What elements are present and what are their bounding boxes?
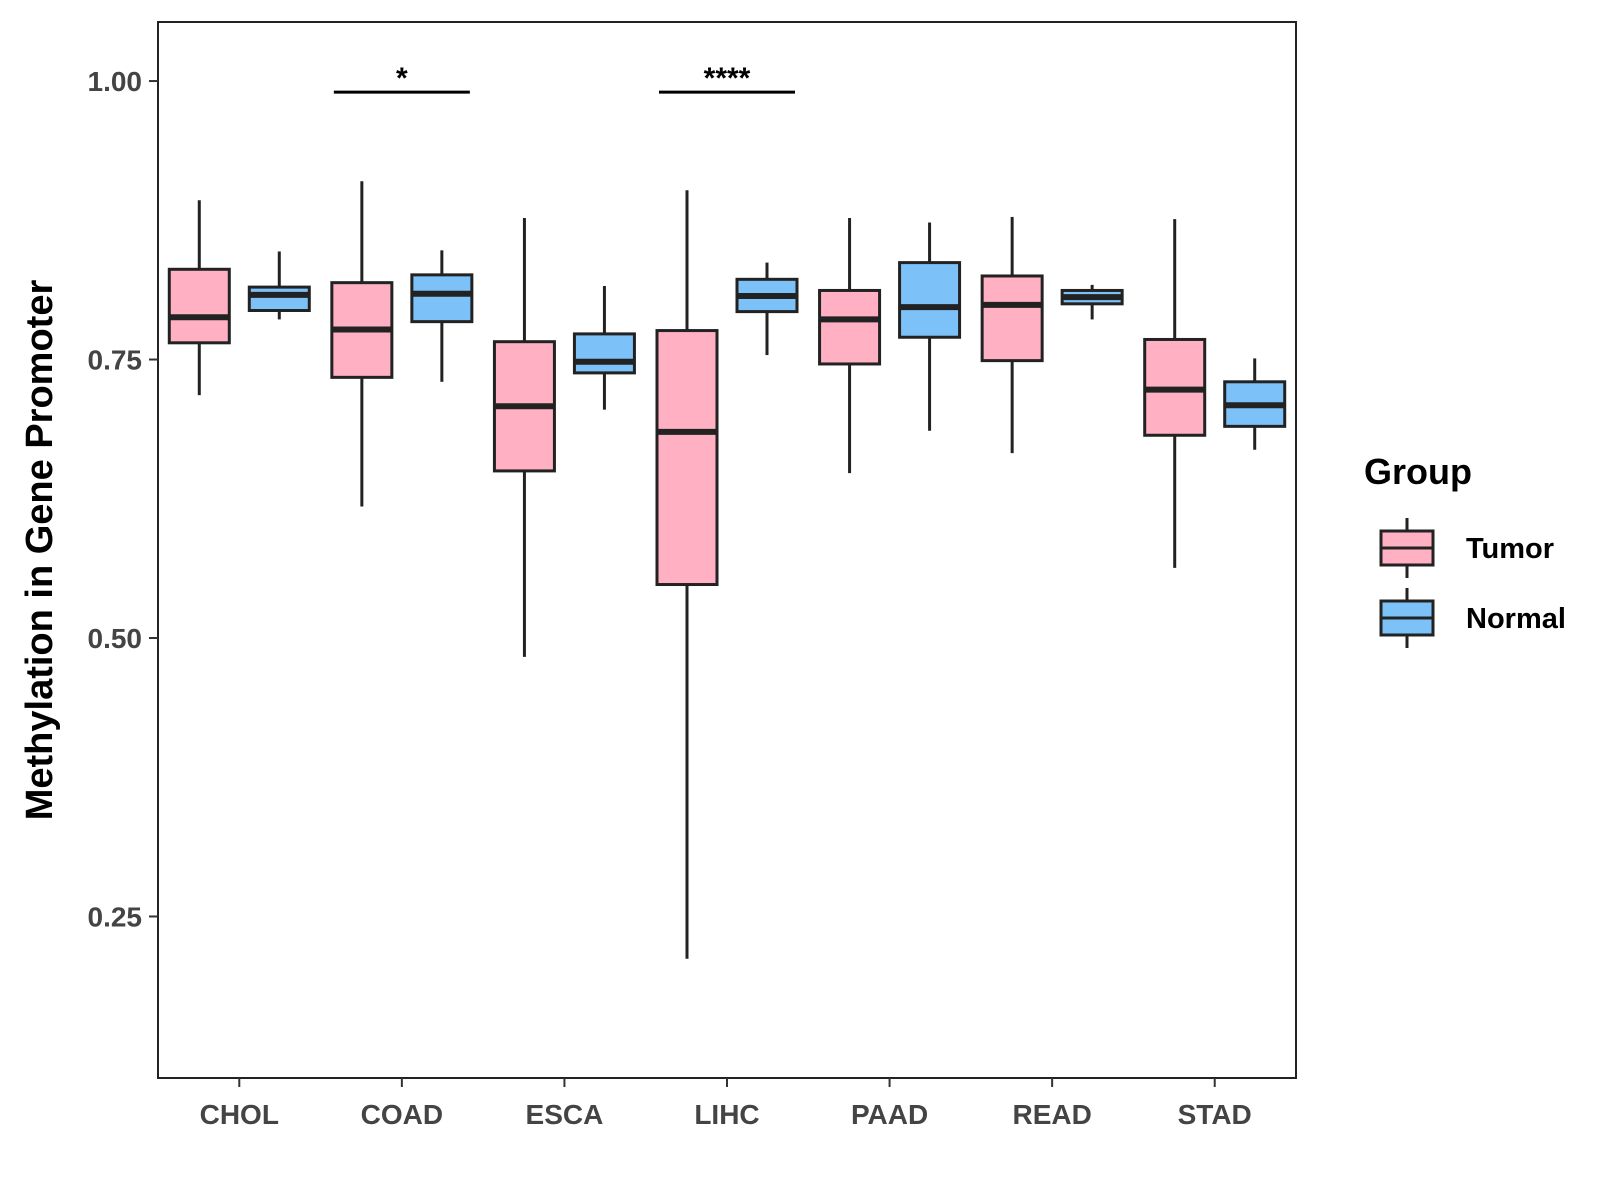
y-tick-label: 1.00 — [88, 66, 143, 97]
x-axis: CHOL COAD ESCA LIHC PAAD READ STAD — [200, 1078, 1252, 1130]
box-iqr — [410, 273, 474, 324]
significance-annotations: * **** — [333, 62, 795, 95]
significance-label: **** — [704, 62, 751, 95]
box-tumor-paad — [818, 218, 882, 474]
box-normal-chol — [247, 251, 311, 320]
box-tumor-chol — [167, 200, 231, 396]
box-normal-lihc — [735, 262, 799, 356]
box-normal-coad — [410, 250, 474, 382]
box-tumor-coad — [330, 181, 394, 507]
x-tick-label: READ — [1012, 1099, 1091, 1130]
x-tick-label: ESCA — [526, 1099, 604, 1130]
x-tick-label: COAD — [361, 1099, 443, 1130]
box-tumor-lihc — [655, 190, 719, 959]
box-iqr — [980, 274, 1044, 363]
box-tumor-stad — [1143, 219, 1207, 568]
significance-label: * — [396, 62, 408, 95]
y-tick-label: 0.25 — [88, 901, 143, 932]
box-normal-esca — [572, 286, 636, 410]
box-normal-paad — [898, 222, 962, 431]
box-iqr — [167, 267, 231, 345]
box-iqr — [655, 329, 719, 587]
box-iqr — [572, 332, 636, 375]
box-iqr — [818, 288, 882, 366]
y-tick-label: 0.50 — [88, 623, 143, 654]
x-tick-label: LIHC — [694, 1099, 759, 1130]
x-tick-label: PAAD — [851, 1099, 928, 1130]
legend: Group Tumor Normal — [1364, 451, 1566, 648]
legend-entry-tumor: Tumor — [1379, 518, 1554, 578]
box-series — [167, 181, 1287, 959]
legend-entry-normal: Normal — [1379, 588, 1566, 648]
x-tick-label: CHOL — [200, 1099, 279, 1130]
box-normal-stad — [1223, 358, 1287, 450]
box-normal-read — [1060, 284, 1124, 320]
y-tick-label: 0.75 — [88, 345, 143, 376]
box-iqr — [247, 285, 311, 313]
box-iqr — [898, 261, 962, 339]
legend-label: Normal — [1466, 603, 1566, 635]
box-tumor-read — [980, 216, 1044, 454]
legend-label: Tumor — [1466, 533, 1554, 565]
y-axis-title: Methylation in Gene Promoter — [19, 280, 61, 821]
legend-title: Group — [1364, 451, 1472, 492]
box-tumor-esca — [492, 218, 556, 657]
x-tick-label: STAD — [1178, 1099, 1252, 1130]
y-axis: 0.25 0.50 0.75 1.00 — [88, 66, 158, 932]
